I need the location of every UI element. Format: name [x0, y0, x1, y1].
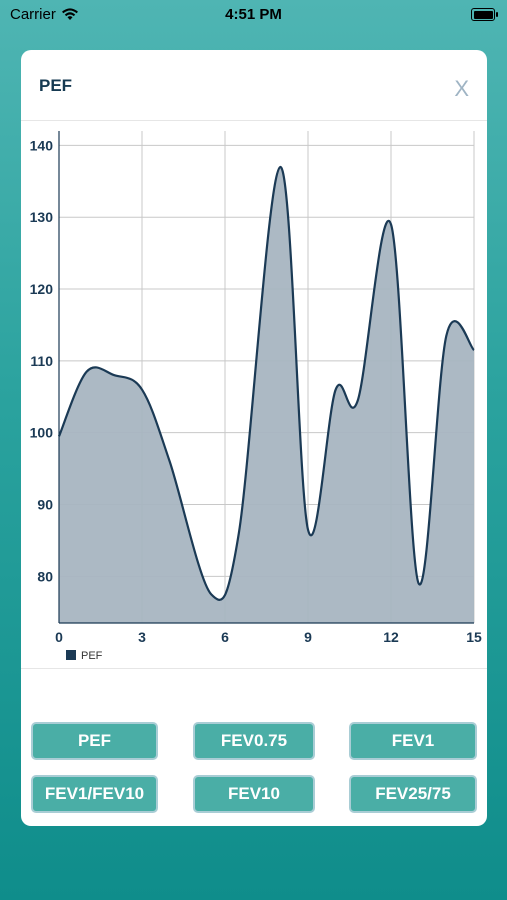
metric-button-grid: PEF FEV0.75 FEV1 FEV1/FEV10 FEV10 FEV25/… [31, 722, 477, 818]
x-tick-label: 6 [221, 629, 229, 645]
x-tick-label: 9 [304, 629, 312, 645]
pef-button[interactable]: PEF [31, 722, 158, 760]
x-tick-label: 0 [55, 629, 63, 645]
modal-title: PEF [39, 76, 73, 95]
close-icon[interactable]: X [454, 76, 469, 101]
chart-divider [21, 668, 487, 669]
x-tick-label: 3 [138, 629, 146, 645]
wifi-icon [61, 8, 78, 20]
fev1-button[interactable]: FEV1 [349, 722, 477, 760]
y-tick-label: 110 [30, 353, 53, 369]
carrier-label: Carrier [10, 6, 56, 23]
y-tick-label: 130 [30, 209, 54, 225]
pef-series-line [57, 165, 475, 601]
fev10-button[interactable]: FEV10 [193, 775, 315, 813]
y-tick-label: 140 [30, 137, 54, 153]
pef-chart: 80 90 100 110 120 130 140 0 3 6 9 12 15 PEF [30, 131, 482, 662]
y-tick-label: 100 [30, 425, 54, 441]
status-time: 4:51 PM [225, 6, 282, 23]
y-tick-label: 120 [30, 281, 54, 297]
y-tick-label: 80 [37, 568, 53, 584]
legend-swatch [66, 650, 76, 660]
x-tick-label: 12 [383, 629, 399, 645]
fev1-fev10-button[interactable]: FEV1/FEV10 [31, 775, 158, 813]
modal-header: PEF X [21, 50, 487, 121]
status-bar: Carrier 4:51 PM [0, 0, 507, 30]
legend-label: PEF [81, 650, 103, 662]
pef-area-fill [59, 166, 474, 623]
y-tick-label: 90 [37, 496, 53, 512]
battery-icon [471, 8, 498, 21]
fev25-75-button[interactable]: FEV25/75 [349, 775, 477, 813]
chart-modal: PEF X 80 90 100 110 120 130 140 0 3 6 9 12 15 PEF PE… [21, 50, 487, 826]
x-tick-label: 15 [466, 629, 482, 645]
fev075-button[interactable]: FEV0.75 [193, 722, 315, 760]
status-carrier-group: Carrier [10, 6, 79, 23]
